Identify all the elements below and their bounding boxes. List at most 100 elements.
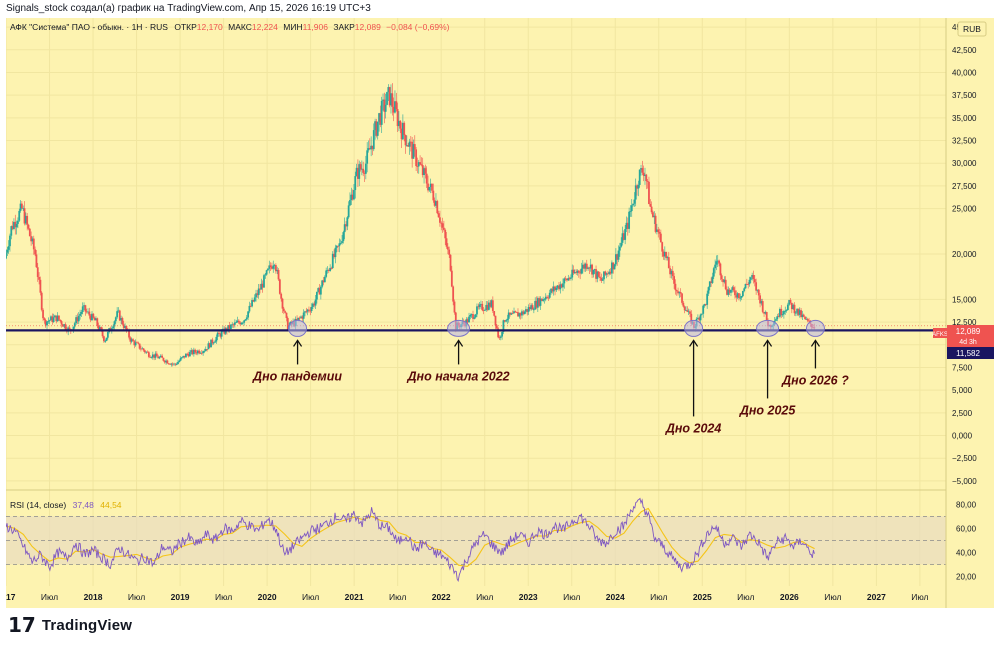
candle-up <box>367 148 370 151</box>
candle-up <box>699 314 702 321</box>
candle-up <box>386 92 388 105</box>
candle-down <box>132 339 134 342</box>
candle-up <box>87 311 89 313</box>
chart-svg[interactable]: Дно пандемии Дно начала 2022 Дно 2024 Дно 2… <box>0 18 994 608</box>
candle-down <box>147 352 150 357</box>
candle-up <box>19 203 22 211</box>
candle-down <box>642 172 645 176</box>
candle-up <box>114 317 117 322</box>
time-tick-label: Июл <box>302 592 319 602</box>
currency-badge-box[interactable] <box>957 21 987 37</box>
candle-up <box>248 305 251 312</box>
candle-up <box>376 121 379 136</box>
candle-down <box>232 324 235 326</box>
candle-up <box>743 288 746 291</box>
candle-up <box>321 280 324 287</box>
candle-up <box>468 316 470 323</box>
candle-down <box>440 222 443 224</box>
candle-up <box>306 309 309 312</box>
candle-up <box>544 296 547 300</box>
candle-up <box>150 357 153 359</box>
open-label: ОТКР <box>174 22 197 32</box>
candle-up <box>75 317 78 324</box>
candle-down <box>432 190 435 201</box>
candle-down <box>763 311 765 314</box>
brand-footer[interactable]: 17 TradingView <box>8 614 132 636</box>
candle-up <box>638 169 641 185</box>
candle-down <box>162 357 165 361</box>
candle-down <box>654 215 657 232</box>
symbol-name: АФК "Система" ПАО - обыкн. · 1H · RUS <box>10 22 168 32</box>
candle-down <box>745 283 748 285</box>
candle-down <box>800 310 803 317</box>
chart-area[interactable]: Дно пандемии Дно начала 2022 Дно 2024 Дно 2… <box>0 18 994 608</box>
candle-down <box>607 273 609 275</box>
candle-down <box>652 212 654 218</box>
candle-up <box>196 350 199 354</box>
candle-up <box>620 242 623 247</box>
candle-up <box>543 299 546 301</box>
candle-down <box>802 314 805 317</box>
candle-up <box>243 320 246 323</box>
candle-up <box>95 318 97 321</box>
candle-down <box>271 267 273 269</box>
candle-up <box>267 268 269 271</box>
candle-up <box>741 290 744 297</box>
candle-up <box>158 357 161 359</box>
candle-up <box>716 260 719 262</box>
candle-up <box>112 326 115 329</box>
candle-down <box>261 283 264 288</box>
candle-up <box>678 292 681 294</box>
candle-down <box>330 267 333 269</box>
close-label: ЗАКР <box>333 22 355 32</box>
candle-up <box>347 205 350 218</box>
candle-down <box>514 311 517 313</box>
candle-up <box>17 220 19 224</box>
currency-badge[interactable]: RUB <box>963 24 981 34</box>
candle-down <box>790 302 793 310</box>
candle-up <box>364 163 367 174</box>
price-tick-label: 7,500 <box>952 363 973 372</box>
open-value: 12,170 <box>197 22 223 32</box>
candle-down <box>658 232 661 234</box>
candle-down <box>55 315 58 322</box>
candle-down <box>318 288 321 295</box>
candle-down <box>322 280 325 283</box>
candle-down <box>407 145 410 147</box>
candle-down <box>195 352 198 354</box>
support-badge: 11,582 <box>956 349 980 358</box>
candle-down <box>109 328 112 331</box>
candle-up <box>116 311 119 318</box>
candle-down <box>517 312 519 317</box>
candle-up <box>687 311 690 313</box>
candle-up <box>739 297 742 299</box>
candle-down <box>97 325 100 330</box>
candle-down <box>144 350 146 353</box>
candle-up <box>573 272 576 274</box>
candle-down <box>595 269 597 279</box>
bottom-marker-circle <box>447 319 471 337</box>
candle-up <box>775 319 777 321</box>
candle-down <box>453 301 456 313</box>
candle-down <box>575 272 578 273</box>
candle-down <box>153 354 156 358</box>
candle-down <box>489 302 492 307</box>
candle-down <box>362 168 365 173</box>
candle-up <box>52 317 55 322</box>
candle-down <box>728 289 731 293</box>
candle-up <box>240 322 243 325</box>
candle-up <box>697 317 699 319</box>
candle-down <box>282 308 285 312</box>
candle-down <box>540 298 543 301</box>
candle-down <box>597 271 600 277</box>
candle-up <box>618 246 621 251</box>
candle-up <box>372 130 375 150</box>
candle-down <box>765 311 768 321</box>
candle-down <box>690 313 693 324</box>
candle-up <box>349 200 351 206</box>
candle-down <box>403 122 406 135</box>
candle-up <box>81 306 84 312</box>
candle-up <box>736 293 739 298</box>
price-tick-label: 40,000 <box>952 68 977 77</box>
candle-up <box>342 232 345 242</box>
